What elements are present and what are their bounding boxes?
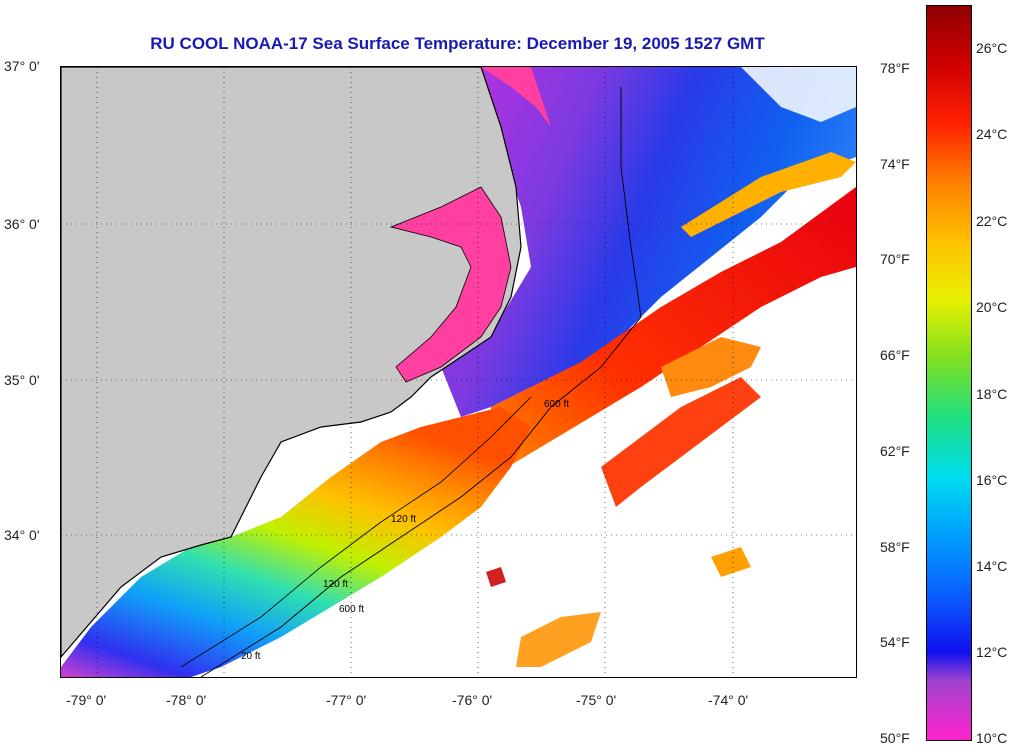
warm-patch <box>516 612 601 667</box>
contour-label-20ft: 20 ft <box>241 651 261 662</box>
cb-f-58: 58°F <box>880 539 910 555</box>
cold-water-region <box>441 67 856 417</box>
cb-c-22: 22°C <box>976 213 1008 229</box>
contour-600ft <box>200 87 642 677</box>
contour-label-600ft: 600 ft <box>339 604 364 615</box>
warm-filament <box>681 152 856 237</box>
cb-f-54: 54°F <box>880 634 910 650</box>
contour-label-120ft-b: 120 ft <box>391 514 416 525</box>
warm-patch <box>601 377 761 507</box>
lon-label-79: -79° 0' <box>66 692 107 708</box>
cb-c-12: 12°C <box>976 644 1008 660</box>
shelf-water-region <box>61 407 531 677</box>
cb-c-14: 14°C <box>976 558 1008 574</box>
cb-c-10: 10°C <box>976 730 1008 746</box>
graticule <box>61 67 856 677</box>
lat-label-36: 36° 0' <box>4 216 40 232</box>
land-mass <box>61 67 522 658</box>
sound-north <box>481 67 551 127</box>
pamlico-sound <box>389 186 512 383</box>
lon-label-75: -75° 0' <box>576 692 617 708</box>
lat-label-37: 37° 0' <box>4 58 40 74</box>
cb-f-62: 62°F <box>880 443 910 459</box>
cb-c-16: 16°C <box>976 472 1008 488</box>
cb-f-78: 78°F <box>880 60 910 76</box>
sst-map-svg: 600 ft 120 ft 600 ft 120 ft 20 ft <box>61 67 856 677</box>
warm-patch <box>486 567 506 587</box>
contour-label-120ft: 120 ft <box>323 579 348 590</box>
contour-120ft <box>180 396 532 668</box>
lat-label-35: 35° 0' <box>4 372 40 388</box>
cb-f-50: 50°F <box>880 730 910 746</box>
warm-patch <box>661 337 761 397</box>
contour-label-600ft-b: 600 ft <box>544 399 569 410</box>
map-title: RU COOL NOAA-17 Sea Surface Temperature:… <box>150 34 765 53</box>
gulf-stream-region <box>491 187 856 477</box>
colorbar <box>926 5 972 741</box>
cb-c-26: 26°C <box>976 40 1008 56</box>
cb-c-20: 20°C <box>976 299 1008 315</box>
lat-label-34: 34° 0' <box>4 527 40 543</box>
lon-label-76: -76° 0' <box>452 692 493 708</box>
lon-label-78: -78° 0' <box>166 692 207 708</box>
sst-map: 600 ft 120 ft 600 ft 120 ft 20 ft <box>60 66 857 678</box>
cb-f-66: 66°F <box>880 347 910 363</box>
cb-c-18: 18°C <box>976 386 1008 402</box>
lon-label-74: -74° 0' <box>708 692 749 708</box>
cloud-patch <box>741 67 856 122</box>
lon-label-77: -77° 0' <box>326 692 367 708</box>
cb-f-70: 70°F <box>880 251 910 267</box>
cb-c-24: 24°C <box>976 126 1008 142</box>
cb-f-74: 74°F <box>880 156 910 172</box>
warm-patch <box>711 547 751 577</box>
